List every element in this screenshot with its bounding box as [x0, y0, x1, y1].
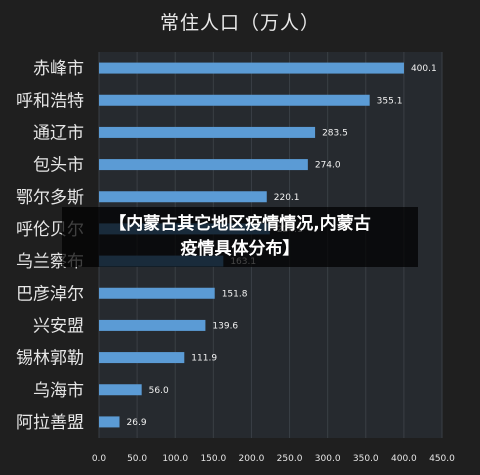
- bar: [99, 62, 404, 74]
- overlay-caption-line-1: 【内蒙古其它地区疫情情况,内蒙古: [109, 214, 371, 234]
- value-label: 111.9: [191, 354, 217, 364]
- value-label: 355.1: [377, 96, 403, 106]
- x-tick-label: 300.0: [315, 454, 341, 464]
- value-label: 283.5: [322, 128, 348, 138]
- bar: [99, 287, 215, 299]
- value-label: 220.1: [274, 193, 300, 203]
- x-tick-label: 250.0: [277, 454, 303, 464]
- x-tick-label: 400.0: [391, 454, 417, 464]
- x-tick-label: 350.0: [353, 454, 379, 464]
- bar: [99, 159, 308, 171]
- category-label: 包头市: [33, 156, 84, 176]
- category-label: 乌海市: [33, 381, 84, 401]
- bar: [99, 319, 206, 331]
- value-label: 139.6: [212, 321, 238, 331]
- x-tick-label: 200.0: [239, 454, 265, 464]
- bar: [99, 384, 142, 396]
- bar: [99, 416, 120, 428]
- value-label: 400.1: [411, 64, 437, 74]
- value-label: 151.8: [222, 289, 248, 299]
- category-label: 鄂尔多斯: [16, 188, 84, 208]
- category-label: 赤峰市: [33, 59, 84, 79]
- bar: [99, 126, 316, 138]
- x-tick-label: 0.0: [92, 454, 107, 464]
- value-label: 56.0: [149, 386, 169, 396]
- value-label: 274.0: [315, 161, 341, 171]
- category-label: 兴安盟: [33, 316, 84, 336]
- bar: [99, 191, 267, 203]
- chart-title: 常住人口（万人）: [159, 12, 320, 34]
- overlay-caption: 【内蒙古其它地区疫情情况,内蒙古 疫情具体分布】: [62, 207, 418, 267]
- category-label: 巴彦淖尔: [16, 284, 84, 304]
- x-tick-label: 450.0: [429, 454, 455, 464]
- overlay-caption-line-2: 疫情具体分布】: [180, 239, 300, 259]
- bar: [99, 352, 185, 364]
- x-tick-label: 150.0: [200, 454, 226, 464]
- x-tick-label: 50.0: [127, 454, 147, 464]
- category-label: 通辽市: [33, 123, 84, 143]
- category-label: 锡林郭勒: [16, 349, 84, 369]
- x-tick-label: 100.0: [162, 454, 188, 464]
- category-label: 呼和浩特: [16, 91, 84, 111]
- value-label: 26.9: [127, 418, 147, 428]
- bar: [99, 94, 370, 106]
- category-label: 阿拉善盟: [16, 413, 84, 433]
